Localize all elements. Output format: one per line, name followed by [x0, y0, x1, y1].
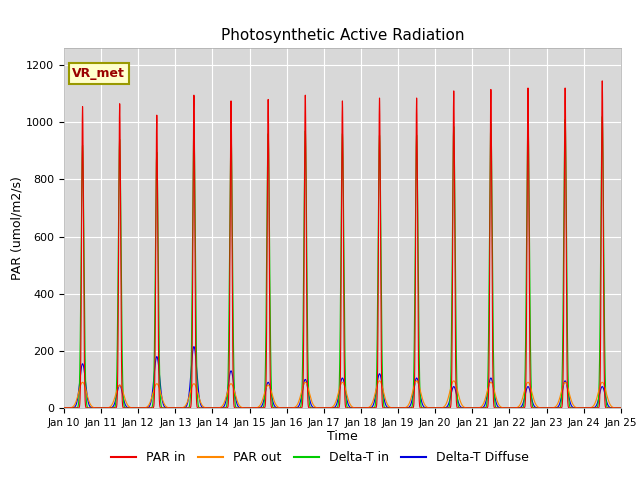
Title: Photosynthetic Active Radiation: Photosynthetic Active Radiation [221, 28, 464, 43]
X-axis label: Time: Time [327, 431, 358, 444]
Text: VR_met: VR_met [72, 67, 125, 80]
Legend: PAR in, PAR out, Delta-T in, Delta-T Diffuse: PAR in, PAR out, Delta-T in, Delta-T Dif… [106, 446, 534, 469]
Y-axis label: PAR (umol/m2/s): PAR (umol/m2/s) [10, 176, 24, 280]
